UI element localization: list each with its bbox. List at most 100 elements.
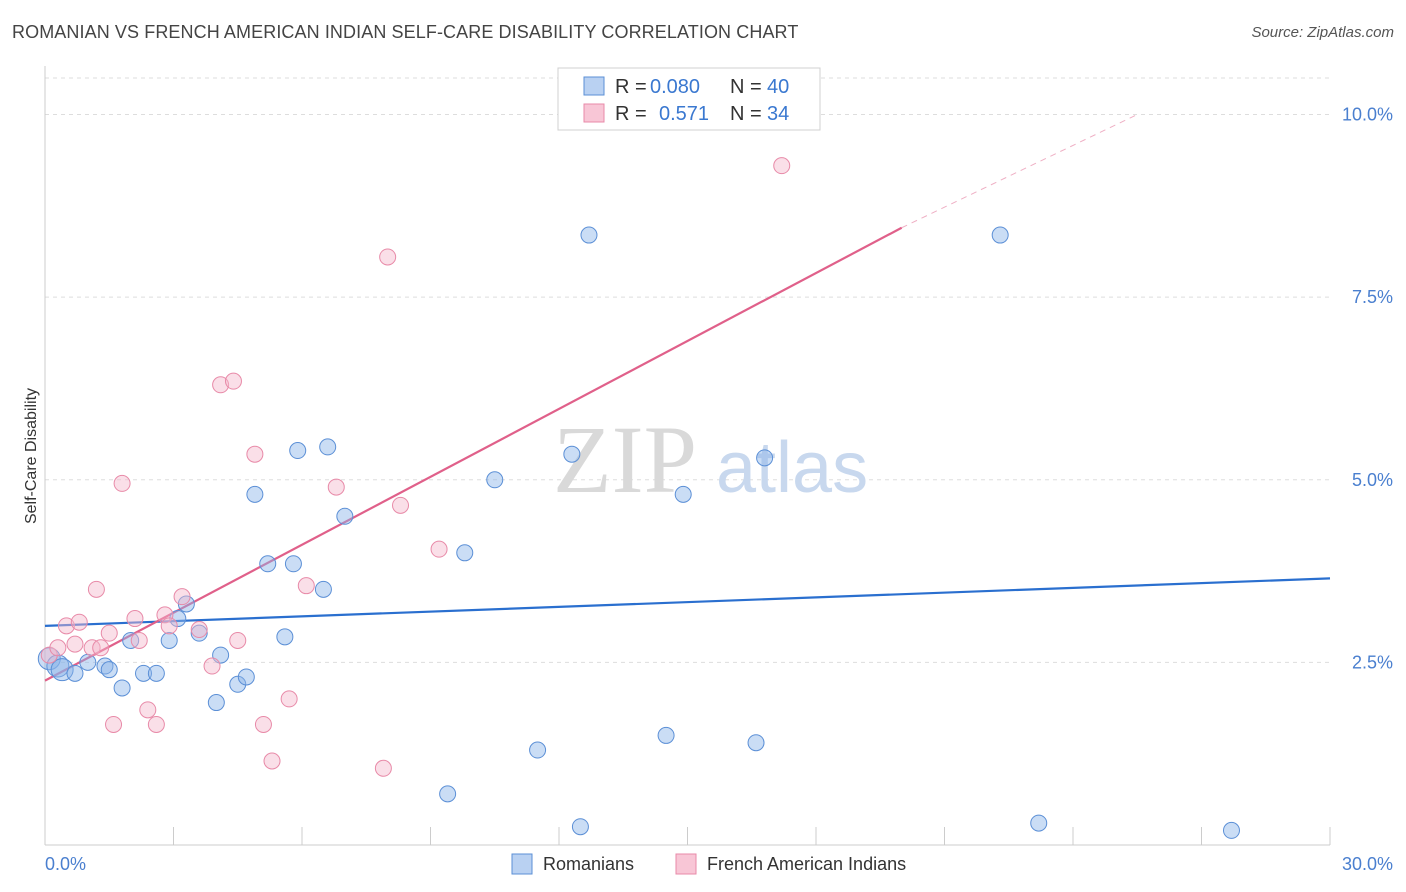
legend-swatch-french-american-indians	[583, 103, 605, 123]
point-french-american-indians	[374, 759, 392, 777]
point-french-american-indians	[430, 540, 448, 558]
point-french-american-indians	[280, 690, 298, 708]
point-romanians	[46, 654, 70, 678]
point-romanians	[563, 445, 581, 463]
point-romanians	[160, 631, 178, 649]
point-romanians	[79, 653, 97, 671]
point-romanians	[580, 226, 598, 244]
point-french-american-indians	[392, 496, 410, 514]
chart-title: ROMANIAN VS FRENCH AMERICAN INDIAN SELF-…	[12, 22, 799, 42]
legend-r-label-1: R =	[615, 76, 647, 98]
point-romanians	[169, 610, 187, 628]
point-french-american-indians	[254, 715, 272, 733]
point-french-american-indians	[147, 715, 165, 733]
point-romanians	[756, 449, 774, 467]
point-romanians	[207, 694, 225, 712]
point-romanians	[237, 668, 255, 686]
point-romanians	[190, 624, 208, 642]
point-romanians	[122, 631, 140, 649]
watermark-atlas: atlas	[716, 428, 868, 508]
point-french-american-indians	[297, 577, 315, 595]
point-romanians	[439, 785, 457, 803]
x-tick-label: 30.0%	[1342, 854, 1393, 874]
legend-n-value-1: 40	[767, 76, 789, 98]
point-romanians	[100, 661, 118, 679]
legend-r-label-2: R =	[615, 103, 647, 125]
point-french-american-indians	[92, 639, 110, 657]
point-romanians	[336, 507, 354, 525]
grid-lines	[45, 77, 1330, 663]
point-romanians	[319, 438, 337, 456]
point-french-american-indians	[49, 639, 67, 657]
legend-r-value-2: 0.571	[659, 103, 709, 125]
y-axis-title: Self-Care Disability	[23, 388, 40, 524]
point-french-american-indians	[139, 701, 157, 719]
point-romanians	[135, 664, 153, 682]
x-tick-label: 0.0%	[45, 854, 86, 874]
y-tick-label: 5.0%	[1352, 470, 1393, 490]
point-french-american-indians	[263, 752, 281, 770]
point-french-american-indians	[87, 580, 105, 598]
point-romanians	[289, 442, 307, 460]
y-tick-label: 2.5%	[1352, 652, 1393, 672]
point-french-american-indians	[113, 474, 131, 492]
point-french-american-indians	[156, 606, 174, 624]
point-romanians	[314, 580, 332, 598]
point-romanians	[276, 628, 294, 646]
point-romanians	[284, 555, 302, 573]
point-romanians	[147, 664, 165, 682]
y-tick-label: 10.0%	[1342, 105, 1393, 125]
point-french-american-indians	[327, 478, 345, 496]
trend-line-extension-french-american-indians	[901, 114, 1138, 229]
point-french-american-indians	[229, 631, 247, 649]
legend-r-value-1: 0.080	[650, 76, 700, 98]
point-romanians	[1222, 821, 1240, 839]
point-french-american-indians	[100, 624, 118, 642]
point-romanians	[229, 675, 247, 693]
point-romanians	[246, 485, 264, 503]
point-french-american-indians	[57, 617, 75, 635]
point-french-american-indians	[379, 248, 397, 266]
watermark: ZIP atlas	[553, 406, 868, 513]
data-points	[37, 157, 1240, 839]
point-romanians	[1030, 814, 1048, 832]
point-romanians	[529, 741, 547, 759]
point-romanians	[747, 734, 765, 752]
trend-line-french-american-indians	[44, 226, 903, 682]
bottom-legend-swatch-romanians	[511, 853, 533, 875]
legend-swatch-romanians	[583, 76, 605, 96]
tick-labels: 2.5% 5.0% 7.5% 10.0% 0.0% 30.0%	[45, 105, 1393, 874]
watermark-zip: ZIP	[553, 406, 697, 513]
bottom-legend-label-french-american-indians: French American Indians	[707, 854, 906, 874]
bottom-legend: Romanians French American Indians	[511, 853, 906, 875]
point-french-american-indians	[160, 617, 178, 635]
point-french-american-indians	[212, 376, 230, 394]
point-french-american-indians	[70, 613, 88, 631]
point-french-american-indians	[246, 445, 264, 463]
legend-n-label-2: N =	[730, 103, 762, 125]
point-french-american-indians	[203, 657, 221, 675]
point-romanians	[486, 471, 504, 489]
point-french-american-indians	[126, 610, 144, 628]
y-tick-label: 7.5%	[1352, 287, 1393, 307]
point-french-american-indians	[173, 588, 191, 606]
point-romanians	[66, 664, 84, 682]
point-french-american-indians	[773, 157, 791, 175]
point-romanians	[259, 555, 277, 573]
point-romanians	[657, 726, 675, 744]
bottom-legend-label-romanians: Romanians	[543, 854, 634, 874]
bottom-legend-swatch-french-american-indians	[675, 853, 697, 875]
point-romanians	[991, 226, 1009, 244]
point-french-american-indians	[130, 631, 148, 649]
legend-box: R = 0.080 N = 40 R = 0.571 N = 34	[557, 67, 821, 131]
point-french-american-indians	[66, 635, 84, 653]
point-romanians	[456, 544, 474, 562]
trend-lines	[44, 114, 1331, 682]
point-romanians	[571, 818, 589, 836]
point-romanians	[674, 485, 692, 503]
legend-n-value-2: 34	[767, 103, 789, 125]
source-label: Source: ZipAtlas.com	[1251, 24, 1394, 41]
axes	[44, 66, 1331, 846]
point-french-american-indians	[40, 646, 58, 664]
